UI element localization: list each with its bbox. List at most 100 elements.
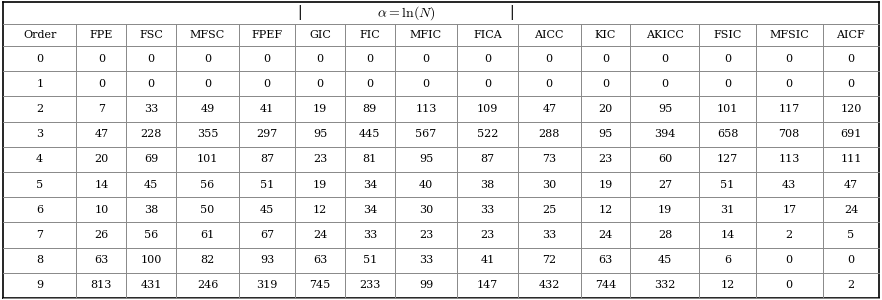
Text: 658: 658 xyxy=(717,129,738,139)
Text: 23: 23 xyxy=(419,230,433,240)
Text: FSC: FSC xyxy=(139,30,163,40)
Text: 95: 95 xyxy=(598,129,613,139)
Text: 246: 246 xyxy=(197,280,218,290)
Text: 28: 28 xyxy=(658,230,672,240)
Text: 0: 0 xyxy=(662,54,669,64)
Text: 0: 0 xyxy=(786,280,793,290)
Text: 432: 432 xyxy=(539,280,560,290)
Text: 24: 24 xyxy=(598,230,613,240)
Text: 127: 127 xyxy=(717,154,738,164)
Text: 0: 0 xyxy=(98,79,105,89)
Text: 82: 82 xyxy=(200,255,214,265)
Text: |: | xyxy=(510,5,514,20)
Text: 19: 19 xyxy=(658,205,672,215)
Text: 56: 56 xyxy=(200,180,214,190)
Text: 26: 26 xyxy=(94,230,108,240)
Text: 0: 0 xyxy=(602,79,609,89)
Text: 60: 60 xyxy=(658,154,672,164)
Text: 30: 30 xyxy=(419,205,433,215)
Text: 4: 4 xyxy=(36,154,43,164)
Text: 23: 23 xyxy=(481,230,495,240)
Text: 101: 101 xyxy=(197,154,218,164)
Text: 51: 51 xyxy=(721,180,735,190)
Text: 87: 87 xyxy=(481,154,495,164)
Text: 0: 0 xyxy=(848,54,855,64)
Text: 0: 0 xyxy=(724,79,731,89)
Text: 113: 113 xyxy=(415,104,437,114)
Text: 23: 23 xyxy=(313,154,327,164)
Text: MFSC: MFSC xyxy=(190,30,225,40)
Text: 0: 0 xyxy=(317,79,324,89)
Text: 522: 522 xyxy=(477,129,498,139)
Text: 95: 95 xyxy=(658,104,672,114)
Text: 567: 567 xyxy=(415,129,437,139)
Text: 0: 0 xyxy=(36,54,43,64)
Text: 0: 0 xyxy=(264,79,271,89)
Text: 3: 3 xyxy=(36,129,43,139)
Text: 0: 0 xyxy=(147,54,155,64)
Text: FICA: FICA xyxy=(474,30,502,40)
Text: 14: 14 xyxy=(94,180,108,190)
Text: 101: 101 xyxy=(717,104,738,114)
Text: 0: 0 xyxy=(147,79,155,89)
Text: 288: 288 xyxy=(539,129,560,139)
Text: 73: 73 xyxy=(542,154,557,164)
Text: $\alpha = \ln(N)$: $\alpha = \ln(N)$ xyxy=(377,4,435,22)
Text: 33: 33 xyxy=(481,205,495,215)
Text: 20: 20 xyxy=(94,154,108,164)
Text: 120: 120 xyxy=(841,104,862,114)
Text: 45: 45 xyxy=(144,180,159,190)
Text: 93: 93 xyxy=(260,255,274,265)
Text: 63: 63 xyxy=(313,255,327,265)
Text: 63: 63 xyxy=(598,255,613,265)
Text: 744: 744 xyxy=(594,280,617,290)
Text: 0: 0 xyxy=(662,79,669,89)
Text: 0: 0 xyxy=(724,54,731,64)
Text: 0: 0 xyxy=(204,79,211,89)
Text: 691: 691 xyxy=(841,129,862,139)
Text: 297: 297 xyxy=(257,129,278,139)
Text: 0: 0 xyxy=(848,255,855,265)
Text: 24: 24 xyxy=(844,205,858,215)
Text: 47: 47 xyxy=(94,129,108,139)
Text: 49: 49 xyxy=(200,104,214,114)
Text: 30: 30 xyxy=(542,180,557,190)
Text: 67: 67 xyxy=(260,230,274,240)
Text: 51: 51 xyxy=(260,180,274,190)
Text: 2: 2 xyxy=(848,280,855,290)
Text: 0: 0 xyxy=(422,79,430,89)
Text: 228: 228 xyxy=(140,129,162,139)
Text: 100: 100 xyxy=(140,255,162,265)
Text: 10: 10 xyxy=(94,205,108,215)
Text: 2: 2 xyxy=(786,230,793,240)
Text: 50: 50 xyxy=(200,205,214,215)
Text: 7: 7 xyxy=(36,230,43,240)
Text: 51: 51 xyxy=(363,255,377,265)
Text: FPE: FPE xyxy=(90,30,113,40)
Text: 445: 445 xyxy=(359,129,380,139)
Text: 23: 23 xyxy=(598,154,613,164)
Text: 47: 47 xyxy=(542,104,557,114)
Text: 19: 19 xyxy=(313,104,327,114)
Text: 72: 72 xyxy=(542,255,557,265)
Text: 12: 12 xyxy=(313,205,327,215)
Text: 0: 0 xyxy=(484,79,491,89)
Text: 0: 0 xyxy=(317,54,324,64)
Text: 34: 34 xyxy=(363,205,377,215)
Text: 6: 6 xyxy=(36,205,43,215)
Text: KIC: KIC xyxy=(594,30,617,40)
Text: 12: 12 xyxy=(598,205,613,215)
Text: 394: 394 xyxy=(654,129,676,139)
Text: 6: 6 xyxy=(724,255,731,265)
Text: 0: 0 xyxy=(204,54,211,64)
Text: 0: 0 xyxy=(546,54,553,64)
Text: 5: 5 xyxy=(848,230,855,240)
Text: 117: 117 xyxy=(779,104,800,114)
Text: 332: 332 xyxy=(654,280,676,290)
Text: 12: 12 xyxy=(721,280,735,290)
Text: 14: 14 xyxy=(721,230,735,240)
Text: 41: 41 xyxy=(481,255,495,265)
Text: 2: 2 xyxy=(36,104,43,114)
Text: 38: 38 xyxy=(481,180,495,190)
Text: GIC: GIC xyxy=(309,30,331,40)
